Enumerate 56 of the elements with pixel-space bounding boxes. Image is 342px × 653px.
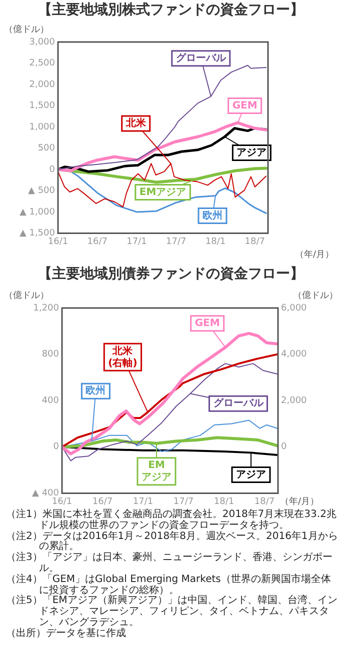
series-label: EMアジア (139, 186, 186, 198)
y2-tick-label: 2,000 (281, 396, 308, 406)
x-tick-label: 17/7 (173, 496, 194, 507)
y2-tick-label: 0 (281, 442, 287, 452)
y-tick-label: 2,500 (29, 58, 56, 69)
series-label: グローバル (176, 52, 227, 64)
x-axis-title: （年/月） (294, 249, 334, 260)
x-tick-label: 16/7 (87, 236, 108, 247)
y-axis-title: （億ドル） (4, 290, 49, 301)
text: （注3）「アジア」は日本、豪州、ニュージーランド、香港、シンガポール。 (6, 552, 334, 574)
series-label: アジア (236, 147, 267, 158)
text: 北米 (124, 117, 147, 130)
y2-axis-title: （億ドル） (293, 290, 338, 301)
x-tick-label: 17/1 (126, 236, 147, 247)
series-label: GEM (232, 100, 258, 112)
text: （注4）「GEM」はGlobal Emerging Markets（世界の新興国市場全体に投資するファンドの総称）。 (6, 574, 332, 596)
x-tick-label: 18/1 (214, 496, 234, 507)
y-tick-label: 800 (42, 350, 60, 360)
y-axis-title: （億ドル） (4, 24, 49, 35)
y-tick-label: ▲ 400 (32, 488, 60, 499)
y-tick-label: 2,000 (29, 80, 56, 90)
series-label: GEM (194, 318, 220, 329)
x-tick-label: 17/1 (132, 496, 154, 507)
chart-title: 【主要地域別債券ファンドの資金フロー】 (37, 264, 305, 284)
series-label: 欧州 (202, 209, 222, 222)
y-tick-label: ▲ 500 (28, 186, 56, 196)
series-label: EM アジア (142, 460, 172, 484)
x-tick-label: 18/7 (244, 236, 265, 247)
x-tick-label: 18/7 (254, 496, 275, 507)
text: （注5）「EMアジア（新興アジア）」は中国、インド、韓国、台湾、インドネシア、マレーシア、フィリピン、タイ、ベトナム、パキスタン、バングラデシュ。 (6, 595, 338, 628)
x-tick-label: 16/1 (48, 236, 68, 247)
series-label: アジア (236, 469, 266, 480)
x-tick-label: 18/1 (205, 236, 226, 247)
y-tick-label: 0 (49, 164, 56, 175)
text: （注2）データは2016年1月～2018年8月。週次ベース。2016年1月からの累計。 (6, 530, 338, 552)
y-tick-label: 400 (42, 396, 60, 406)
text: （出所）データを基に作成 (6, 628, 127, 640)
y-tick-label: ▲ 1,500 (19, 228, 56, 239)
text: 北米 (右軸) (108, 344, 138, 369)
y-tick-label: 1,200 (33, 303, 60, 314)
y-tick-label: 0 (53, 442, 60, 452)
chart-title: 【主要地域別株式ファンドの資金フロー】 (37, 0, 305, 20)
x-tick-label: 17/7 (166, 236, 186, 247)
y2-tick-label: 6,000 (281, 303, 308, 314)
text: （注1）米国に本社を置く金融商品の調査会社。2018年7月末現在33.2兆ドル規模の世界のファンドの資金フローデータを持つ。 (6, 509, 338, 531)
x-tick-label: 16/7 (92, 496, 113, 507)
y2-tick-label: 4,000 (281, 350, 308, 360)
x-tick-label: 16/1 (52, 496, 72, 507)
text: 欧州 (86, 384, 106, 397)
y-tick-label: ▲ 1,000 (19, 207, 56, 218)
series-label: グローバル (213, 397, 264, 410)
y-tick-label: 500 (38, 144, 56, 154)
y-tick-label: 1,000 (29, 122, 56, 132)
y-tick-label: 1,500 (29, 101, 56, 112)
y-tick-label: 3,000 (29, 37, 56, 48)
x-axis-title: （年/月） (280, 496, 320, 508)
